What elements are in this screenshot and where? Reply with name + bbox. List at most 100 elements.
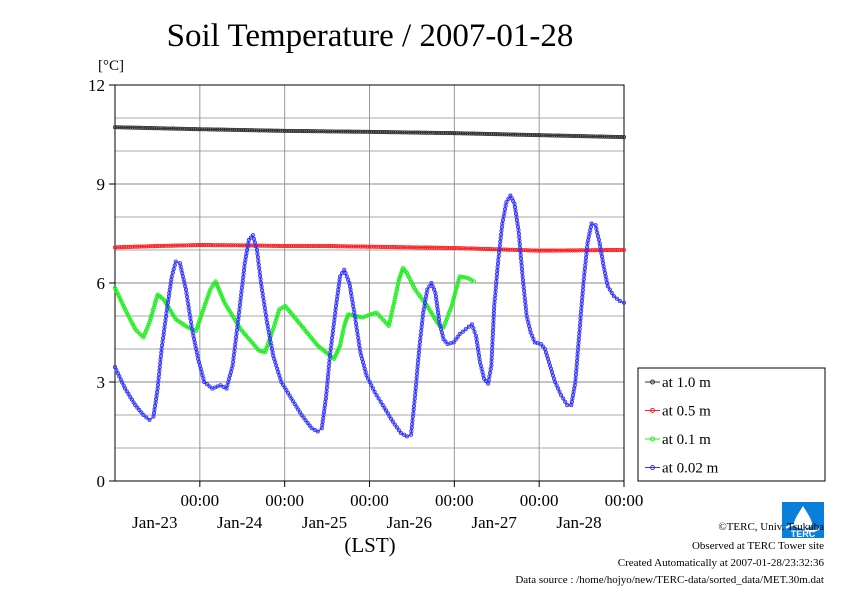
data-point [398, 273, 403, 278]
data-point [621, 135, 627, 140]
data-point [162, 243, 167, 248]
data-point [296, 243, 301, 249]
data-point [256, 348, 262, 353]
data-point [595, 230, 600, 235]
data-point [321, 129, 326, 134]
data-point [338, 343, 343, 348]
data-point [472, 329, 477, 334]
data-point [311, 243, 316, 249]
data-point [264, 243, 269, 248]
data-point [265, 128, 270, 133]
data-point [394, 290, 399, 295]
data-point [122, 305, 127, 310]
legend-label: at 0.1 m [662, 432, 711, 448]
data-point [184, 291, 189, 296]
data-point [153, 298, 158, 304]
data-point [604, 248, 609, 253]
x-tick-date-label: Jan-28 [556, 513, 601, 532]
data-point [594, 226, 599, 231]
data-point [570, 248, 575, 253]
data-point [412, 245, 417, 250]
data-point [160, 339, 165, 344]
data-point [541, 133, 546, 138]
data-point [201, 306, 206, 311]
data-point [532, 248, 537, 253]
data-point [260, 291, 265, 296]
data-point [452, 293, 457, 298]
data-point [443, 245, 448, 250]
data-point [208, 243, 214, 248]
data-point [262, 302, 267, 307]
data-point [402, 130, 407, 135]
data-point [183, 287, 189, 292]
data-point [392, 299, 397, 304]
data-point [358, 244, 363, 249]
data-point [502, 207, 508, 212]
data-point [331, 244, 336, 249]
data-point [198, 314, 203, 319]
data-point [126, 125, 131, 130]
data-point [146, 244, 151, 249]
data-point [255, 243, 260, 248]
data-point [384, 130, 389, 135]
data-point [206, 291, 211, 296]
data-point [472, 246, 477, 251]
data-point [458, 246, 464, 251]
data-point [304, 243, 310, 249]
data-point [547, 133, 553, 138]
data-point [217, 243, 222, 248]
data-point [595, 234, 601, 239]
legend-box [637, 367, 826, 482]
data-point [397, 275, 402, 280]
data-point [132, 125, 137, 130]
data-point [563, 133, 568, 138]
data-point [499, 228, 504, 233]
data-point [485, 247, 490, 252]
data-point [497, 132, 503, 137]
data-point [270, 329, 275, 334]
data-point [456, 278, 461, 283]
data-point [366, 376, 371, 381]
data-point [316, 243, 321, 249]
data-point [409, 245, 414, 250]
data-point [614, 296, 619, 301]
data-point [289, 128, 294, 133]
data-point [526, 132, 531, 137]
data-point [184, 243, 189, 248]
legend-swatch-marker [650, 379, 655, 385]
data-point [357, 346, 362, 351]
data-point [514, 247, 519, 253]
data-point [221, 298, 226, 303]
data-point [133, 403, 138, 408]
data-point [506, 132, 511, 137]
data-point [365, 244, 370, 249]
data-point [450, 245, 455, 251]
data-point [202, 243, 207, 248]
data-point [256, 258, 261, 264]
data-point [141, 125, 146, 130]
data-point [119, 299, 124, 304]
data-point [432, 245, 437, 250]
data-point [117, 374, 122, 379]
data-point [461, 246, 466, 251]
data-point [291, 243, 296, 249]
data-point [543, 248, 548, 253]
data-point [342, 244, 347, 249]
data-point [487, 131, 492, 137]
data-point [458, 131, 463, 136]
data-point [156, 126, 161, 131]
data-point [279, 306, 284, 311]
data-point [387, 414, 392, 419]
data-point [165, 126, 170, 131]
data-point [171, 126, 176, 131]
data-point [302, 129, 307, 134]
terc-logo: TERC [782, 502, 824, 539]
data-point [537, 133, 542, 138]
data-point [449, 304, 454, 309]
data-point [474, 131, 479, 136]
data-point [532, 133, 537, 138]
data-point [195, 243, 200, 248]
data-point [276, 309, 281, 314]
data-point [354, 325, 359, 330]
data-point [454, 131, 459, 136]
